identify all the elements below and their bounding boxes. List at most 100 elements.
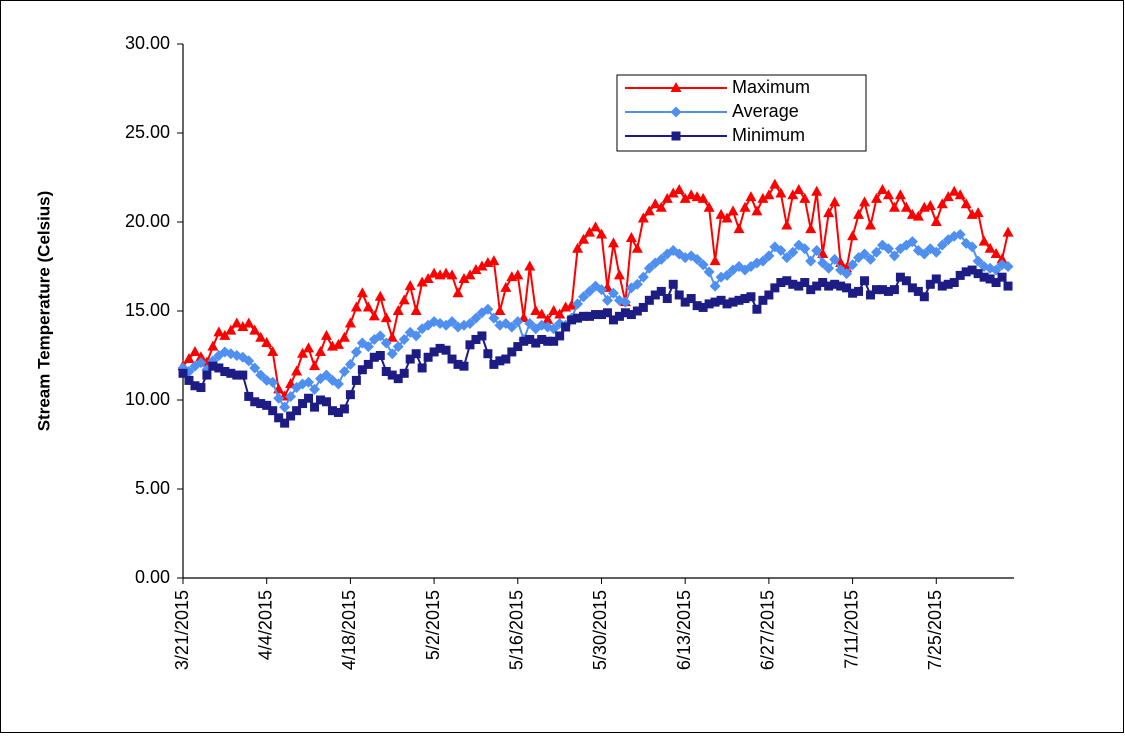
point	[854, 286, 864, 296]
legend-label: Maximum	[732, 77, 810, 97]
point	[697, 259, 709, 271]
point	[866, 290, 876, 300]
point	[362, 341, 374, 353]
point	[752, 304, 762, 314]
point	[398, 333, 410, 345]
point	[338, 366, 350, 378]
point	[237, 321, 249, 332]
point	[202, 370, 212, 380]
point	[344, 358, 356, 370]
point	[972, 255, 984, 267]
point	[416, 276, 428, 287]
point	[895, 272, 905, 282]
legend-marker	[670, 106, 682, 118]
point	[524, 317, 536, 329]
point	[446, 316, 458, 328]
point	[578, 233, 590, 244]
point	[650, 290, 660, 300]
point	[979, 272, 989, 282]
point	[428, 267, 440, 278]
point	[721, 212, 733, 223]
point	[573, 313, 583, 323]
point	[549, 336, 559, 346]
point	[470, 312, 482, 324]
point	[422, 272, 434, 283]
x-tick-label: 6/27/2015	[758, 590, 778, 670]
point	[948, 185, 960, 196]
point	[232, 370, 242, 380]
x-tick-label: 5/2/2015	[423, 590, 443, 660]
point	[740, 294, 750, 304]
point	[758, 295, 768, 305]
point	[655, 253, 667, 265]
point	[488, 312, 500, 324]
point	[410, 330, 422, 342]
point	[674, 290, 684, 300]
point	[787, 189, 799, 200]
point	[704, 299, 714, 309]
point	[960, 198, 972, 209]
point	[799, 243, 811, 255]
point	[471, 334, 481, 344]
y-tick-label: 25.00	[125, 122, 170, 142]
point	[500, 281, 512, 292]
point	[507, 347, 517, 357]
point	[303, 342, 315, 353]
y-tick-label: 30.00	[125, 33, 170, 53]
point	[214, 363, 224, 373]
point	[781, 219, 793, 230]
point	[344, 317, 356, 328]
point	[734, 295, 744, 305]
point	[363, 359, 373, 369]
point	[387, 370, 397, 380]
point	[763, 250, 775, 262]
point	[661, 192, 673, 203]
point	[362, 301, 374, 312]
point	[303, 376, 315, 388]
point	[440, 267, 452, 278]
point	[1002, 261, 1014, 272]
point	[561, 322, 571, 332]
point	[967, 265, 977, 275]
point	[919, 292, 929, 302]
point	[195, 351, 207, 362]
point	[411, 349, 421, 359]
point	[189, 345, 201, 356]
point	[870, 192, 882, 203]
point	[608, 315, 618, 325]
point	[973, 269, 983, 279]
point	[267, 376, 279, 388]
point	[876, 183, 888, 194]
point	[213, 326, 225, 337]
point	[954, 228, 966, 240]
point	[579, 311, 589, 321]
point	[770, 283, 780, 293]
point	[691, 191, 703, 202]
point	[554, 308, 566, 319]
point	[949, 278, 959, 288]
point	[865, 219, 877, 230]
point	[590, 221, 602, 232]
point	[847, 230, 859, 241]
point	[566, 299, 578, 310]
point	[332, 378, 344, 390]
point	[900, 201, 912, 212]
point	[638, 302, 648, 312]
point	[882, 189, 894, 200]
point	[297, 347, 309, 358]
point	[285, 390, 297, 402]
point	[763, 189, 775, 200]
point	[733, 223, 745, 234]
point	[410, 305, 422, 315]
point	[626, 310, 636, 320]
point	[620, 308, 630, 318]
point	[1002, 226, 1014, 237]
point	[501, 354, 511, 364]
point	[924, 199, 936, 210]
point	[811, 185, 823, 196]
point	[595, 284, 607, 296]
point	[811, 244, 823, 256]
point	[458, 272, 470, 283]
point	[392, 305, 404, 315]
point	[374, 330, 386, 342]
